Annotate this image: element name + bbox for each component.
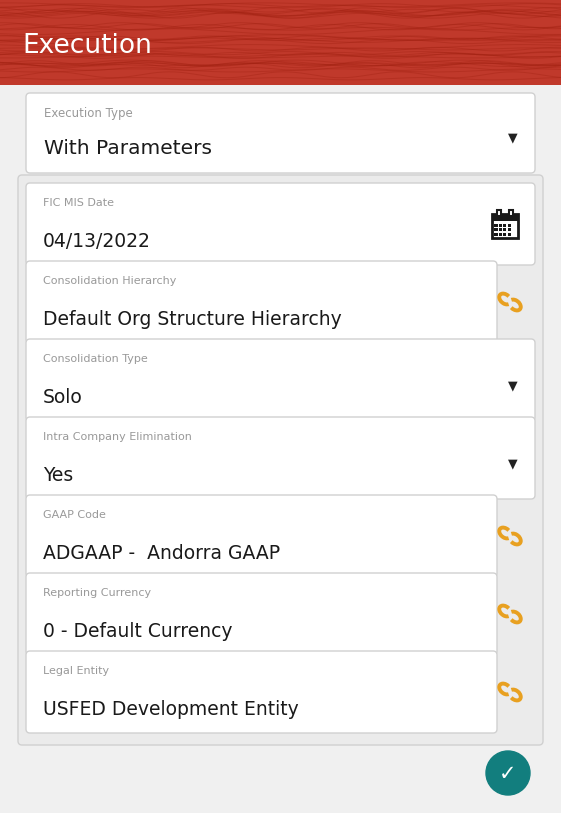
Text: Intra Company Elimination: Intra Company Elimination [43,432,192,442]
FancyBboxPatch shape [0,85,561,813]
FancyBboxPatch shape [499,233,502,236]
FancyBboxPatch shape [508,224,511,227]
FancyBboxPatch shape [26,417,535,499]
Text: Execution: Execution [22,33,152,59]
FancyBboxPatch shape [508,233,511,236]
FancyBboxPatch shape [503,224,507,227]
FancyBboxPatch shape [503,228,507,232]
FancyBboxPatch shape [18,175,543,745]
FancyBboxPatch shape [26,183,535,265]
FancyBboxPatch shape [503,233,507,236]
FancyBboxPatch shape [499,228,502,232]
FancyBboxPatch shape [26,651,497,733]
Text: ▼: ▼ [508,458,518,471]
Text: Consolidation Type: Consolidation Type [43,354,148,364]
FancyBboxPatch shape [509,210,513,216]
FancyBboxPatch shape [26,573,497,655]
FancyBboxPatch shape [494,233,498,236]
FancyBboxPatch shape [508,228,511,232]
FancyBboxPatch shape [497,210,501,216]
Text: Default Org Structure Hierarchy: Default Org Structure Hierarchy [43,310,342,328]
Text: GAAP Code: GAAP Code [43,510,106,520]
Text: FIC MIS Date: FIC MIS Date [43,198,114,208]
Circle shape [486,751,530,795]
Text: USFED Development Entity: USFED Development Entity [43,699,299,719]
Text: ADGAAP -  Andorra GAAP: ADGAAP - Andorra GAAP [43,544,280,563]
Text: Yes: Yes [43,466,73,485]
Text: ▼: ▼ [508,380,518,393]
FancyBboxPatch shape [494,224,498,227]
Text: ▼: ▼ [508,132,518,145]
FancyBboxPatch shape [492,214,518,238]
Text: Solo: Solo [43,388,83,406]
FancyBboxPatch shape [0,0,561,85]
FancyBboxPatch shape [26,93,535,173]
FancyBboxPatch shape [26,495,497,577]
Text: Execution Type: Execution Type [44,107,133,120]
FancyBboxPatch shape [494,228,498,232]
FancyBboxPatch shape [26,261,497,343]
FancyBboxPatch shape [492,214,518,220]
Text: With Parameters: With Parameters [44,140,212,159]
Text: 04/13/2022: 04/13/2022 [43,232,151,250]
FancyBboxPatch shape [26,339,535,421]
Text: Legal Entity: Legal Entity [43,666,109,676]
Text: Reporting Currency: Reporting Currency [43,588,151,598]
Text: Consolidation Hierarchy: Consolidation Hierarchy [43,276,176,286]
Text: ✓: ✓ [499,764,517,784]
Text: 0 - Default Currency: 0 - Default Currency [43,621,232,641]
FancyBboxPatch shape [499,224,502,227]
